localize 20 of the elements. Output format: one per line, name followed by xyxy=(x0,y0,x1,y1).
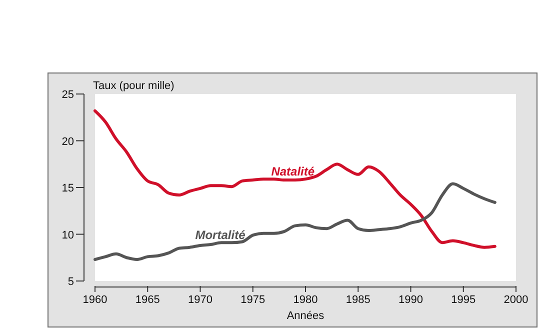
x-tick-label: 1965 xyxy=(135,294,160,306)
series-label: Mortalité xyxy=(195,228,246,242)
x-tick-label: 1960 xyxy=(82,294,108,306)
y-tick-label: 25 xyxy=(62,89,74,101)
line-series xyxy=(94,109,496,249)
line-series xyxy=(94,182,496,261)
series-label: Natalité xyxy=(271,164,315,178)
y-tick-label: 5 xyxy=(68,276,74,288)
x-tick-label: 1985 xyxy=(346,294,370,306)
x-tick-label: 1980 xyxy=(293,294,318,306)
y-tick-label: 20 xyxy=(62,136,74,148)
x-tick-label: 1995 xyxy=(451,294,476,306)
x-tick-label: 2000 xyxy=(504,294,528,306)
x-axis-title: Années xyxy=(286,310,325,322)
x-tick-label: 1975 xyxy=(240,294,266,306)
x-tick-label: 1970 xyxy=(188,294,212,306)
y-axis-title: Taux (pour mille) xyxy=(93,80,174,92)
y-tick-label: 15 xyxy=(62,182,74,194)
y-tick-label: 10 xyxy=(62,229,74,242)
x-tick-label: 1990 xyxy=(398,294,423,306)
